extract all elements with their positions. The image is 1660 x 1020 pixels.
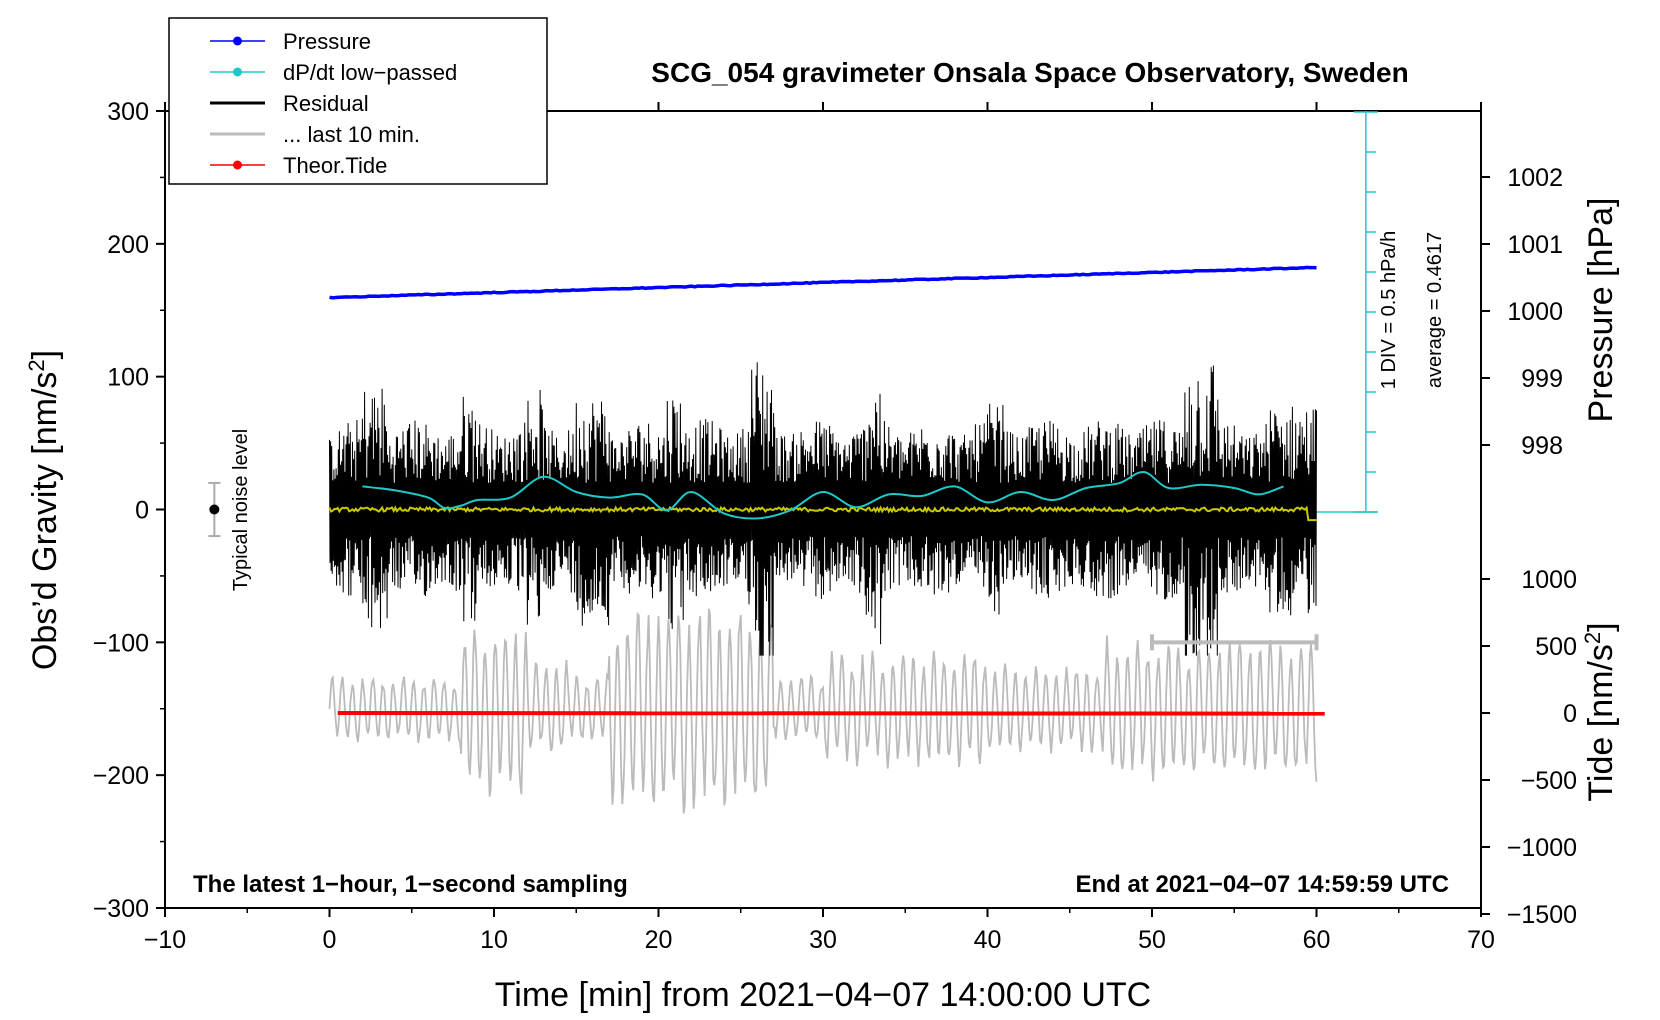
x-axis-label: Time [min] from 2021−04−07 14:00:00 UTC	[495, 976, 1151, 1014]
legend-label: Pressure	[283, 29, 371, 54]
pressure-tick-label: 1001	[1507, 231, 1563, 259]
pressure-axis-label: Pressure [hPa]	[1582, 198, 1620, 423]
tide-tick-label: 1000	[1521, 566, 1577, 594]
legend-marker	[233, 36, 242, 46]
tide-tick-label: −500	[1521, 767, 1577, 795]
legend-label: dP/dt low−passed	[283, 60, 457, 85]
y-tick-label: 200	[107, 231, 149, 259]
series-theor-tide	[337, 711, 1325, 716]
x-tick-label: 40	[974, 926, 1002, 954]
tide-tick-label: −1500	[1507, 901, 1577, 929]
x-tick-label: 50	[1138, 926, 1166, 954]
x-tick-label: 0	[323, 926, 337, 954]
y-tick-label: −200	[93, 762, 149, 790]
series-last-10-min	[328, 608, 1318, 814]
y-tick-label: −300	[93, 895, 149, 923]
y-tick-label: 0	[135, 497, 149, 525]
series-dpdt	[362, 470, 1284, 520]
average-label: average = 0.4617	[1424, 232, 1446, 388]
legend-label: ... last 10 min.	[283, 122, 420, 147]
pressure-tick-label: 998	[1521, 432, 1563, 460]
y-tick-label: 300	[107, 98, 149, 126]
tide-tick-label: 500	[1535, 633, 1577, 661]
y-tick-label: 100	[107, 364, 149, 392]
x-tick-label: 60	[1303, 926, 1331, 954]
x-tick-label: 10	[480, 926, 508, 954]
legend-box	[168, 17, 548, 185]
legend-marker	[233, 67, 242, 77]
annotation-bottom-right: End at 2021−04−07 14:59:59 UTC	[1075, 871, 1449, 898]
noise-level-label: Typical noise level	[230, 429, 252, 591]
data-layer	[208, 111, 1378, 814]
svg-text:Tide [nm/s2]: Tide [nm/s2]	[1580, 622, 1620, 801]
chart-title: SCG_054 gravimeter Onsala Space Observat…	[651, 57, 1408, 88]
axes-layer: −10 0 10 20 30 40 50 60 703002001000−100−200−300…	[93, 98, 1577, 954]
x-tick-label: 30	[809, 926, 837, 954]
tide-tick-label: −1000	[1507, 834, 1577, 862]
legend: Pressure dP/dt low−passed Residual ... last…	[168, 17, 548, 185]
tide-tick-label: 0	[1563, 700, 1577, 728]
series-residual	[329, 362, 1317, 656]
x-tick-label: −10	[144, 926, 186, 954]
svg-text:Obs’d Gravity [nm/s2]: Obs’d Gravity [nm/s2]	[24, 350, 64, 670]
noise-bar-dot	[209, 504, 220, 515]
series-residual-lowpass	[328, 505, 1317, 522]
series-pressure	[329, 265, 1317, 300]
legend-label: Residual	[283, 91, 369, 116]
x-tick-label: 20	[645, 926, 673, 954]
x-tick-label: 70	[1467, 926, 1495, 954]
pressure-tick-label: 1000	[1507, 298, 1563, 326]
legend-label: Theor.Tide	[283, 153, 387, 178]
legend-marker	[233, 160, 242, 170]
tide-axis-label: Tide [nm/s2]	[1580, 622, 1620, 801]
y-axis-label: Obs’d Gravity [nm/s2]	[24, 350, 64, 670]
pressure-tick-label: 1002	[1507, 164, 1563, 192]
pressure-tick-label: 999	[1521, 365, 1563, 393]
div-scale-label: 1 DIV = 0.5 hPa/h	[1378, 231, 1400, 389]
y-tick-label: −100	[93, 629, 149, 657]
annotation-bottom-left: The latest 1−hour, 1−second sampling	[193, 871, 628, 898]
